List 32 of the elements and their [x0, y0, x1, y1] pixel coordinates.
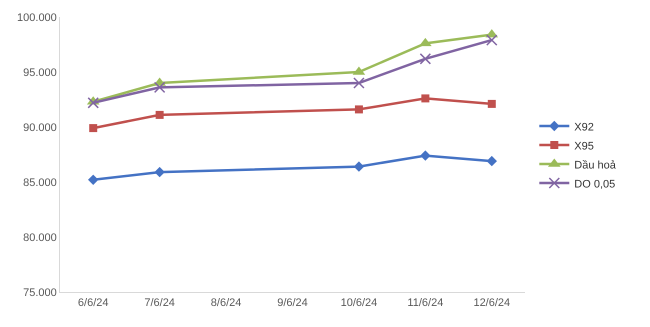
point — [154, 82, 166, 94]
point — [89, 124, 98, 132]
x-tick-label: 11/6/24 — [407, 297, 444, 310]
point — [420, 53, 432, 65]
point — [88, 174, 98, 185]
point — [154, 166, 165, 178]
y-tick-label: 100.000 — [17, 12, 57, 24]
legend-label: X92 — [574, 121, 594, 134]
y-tick-label: 90.000 — [23, 122, 57, 134]
point — [486, 34, 498, 46]
x-tick-label: 7/6/24 — [144, 297, 175, 310]
y-tick-label: 85.000 — [23, 176, 57, 189]
y-tick-label: 80.000 — [23, 232, 57, 244]
legend-label: Dầu hoả — [574, 159, 617, 172]
x-tick-label: 9/6/24 — [277, 297, 308, 310]
legend-label: DO 0,05 — [574, 178, 616, 190]
point — [87, 97, 99, 109]
point — [353, 77, 365, 89]
y-tick-label: 75.000 — [23, 286, 57, 299]
x-tick-label: 12/6/24 — [473, 297, 510, 310]
x-tick-label: 10/6/24 — [340, 297, 378, 310]
legend-label: X95 — [574, 140, 594, 152]
point — [156, 110, 164, 119]
point — [488, 100, 496, 108]
point — [354, 161, 364, 172]
point — [486, 156, 497, 166]
y-tick-label: 95.000 — [23, 66, 57, 79]
point — [354, 105, 363, 114]
x-tick-label: 8/6/24 — [210, 297, 242, 310]
point — [420, 150, 431, 161]
x-tick-label: 6/6/24 — [78, 297, 109, 310]
point — [421, 94, 430, 102]
